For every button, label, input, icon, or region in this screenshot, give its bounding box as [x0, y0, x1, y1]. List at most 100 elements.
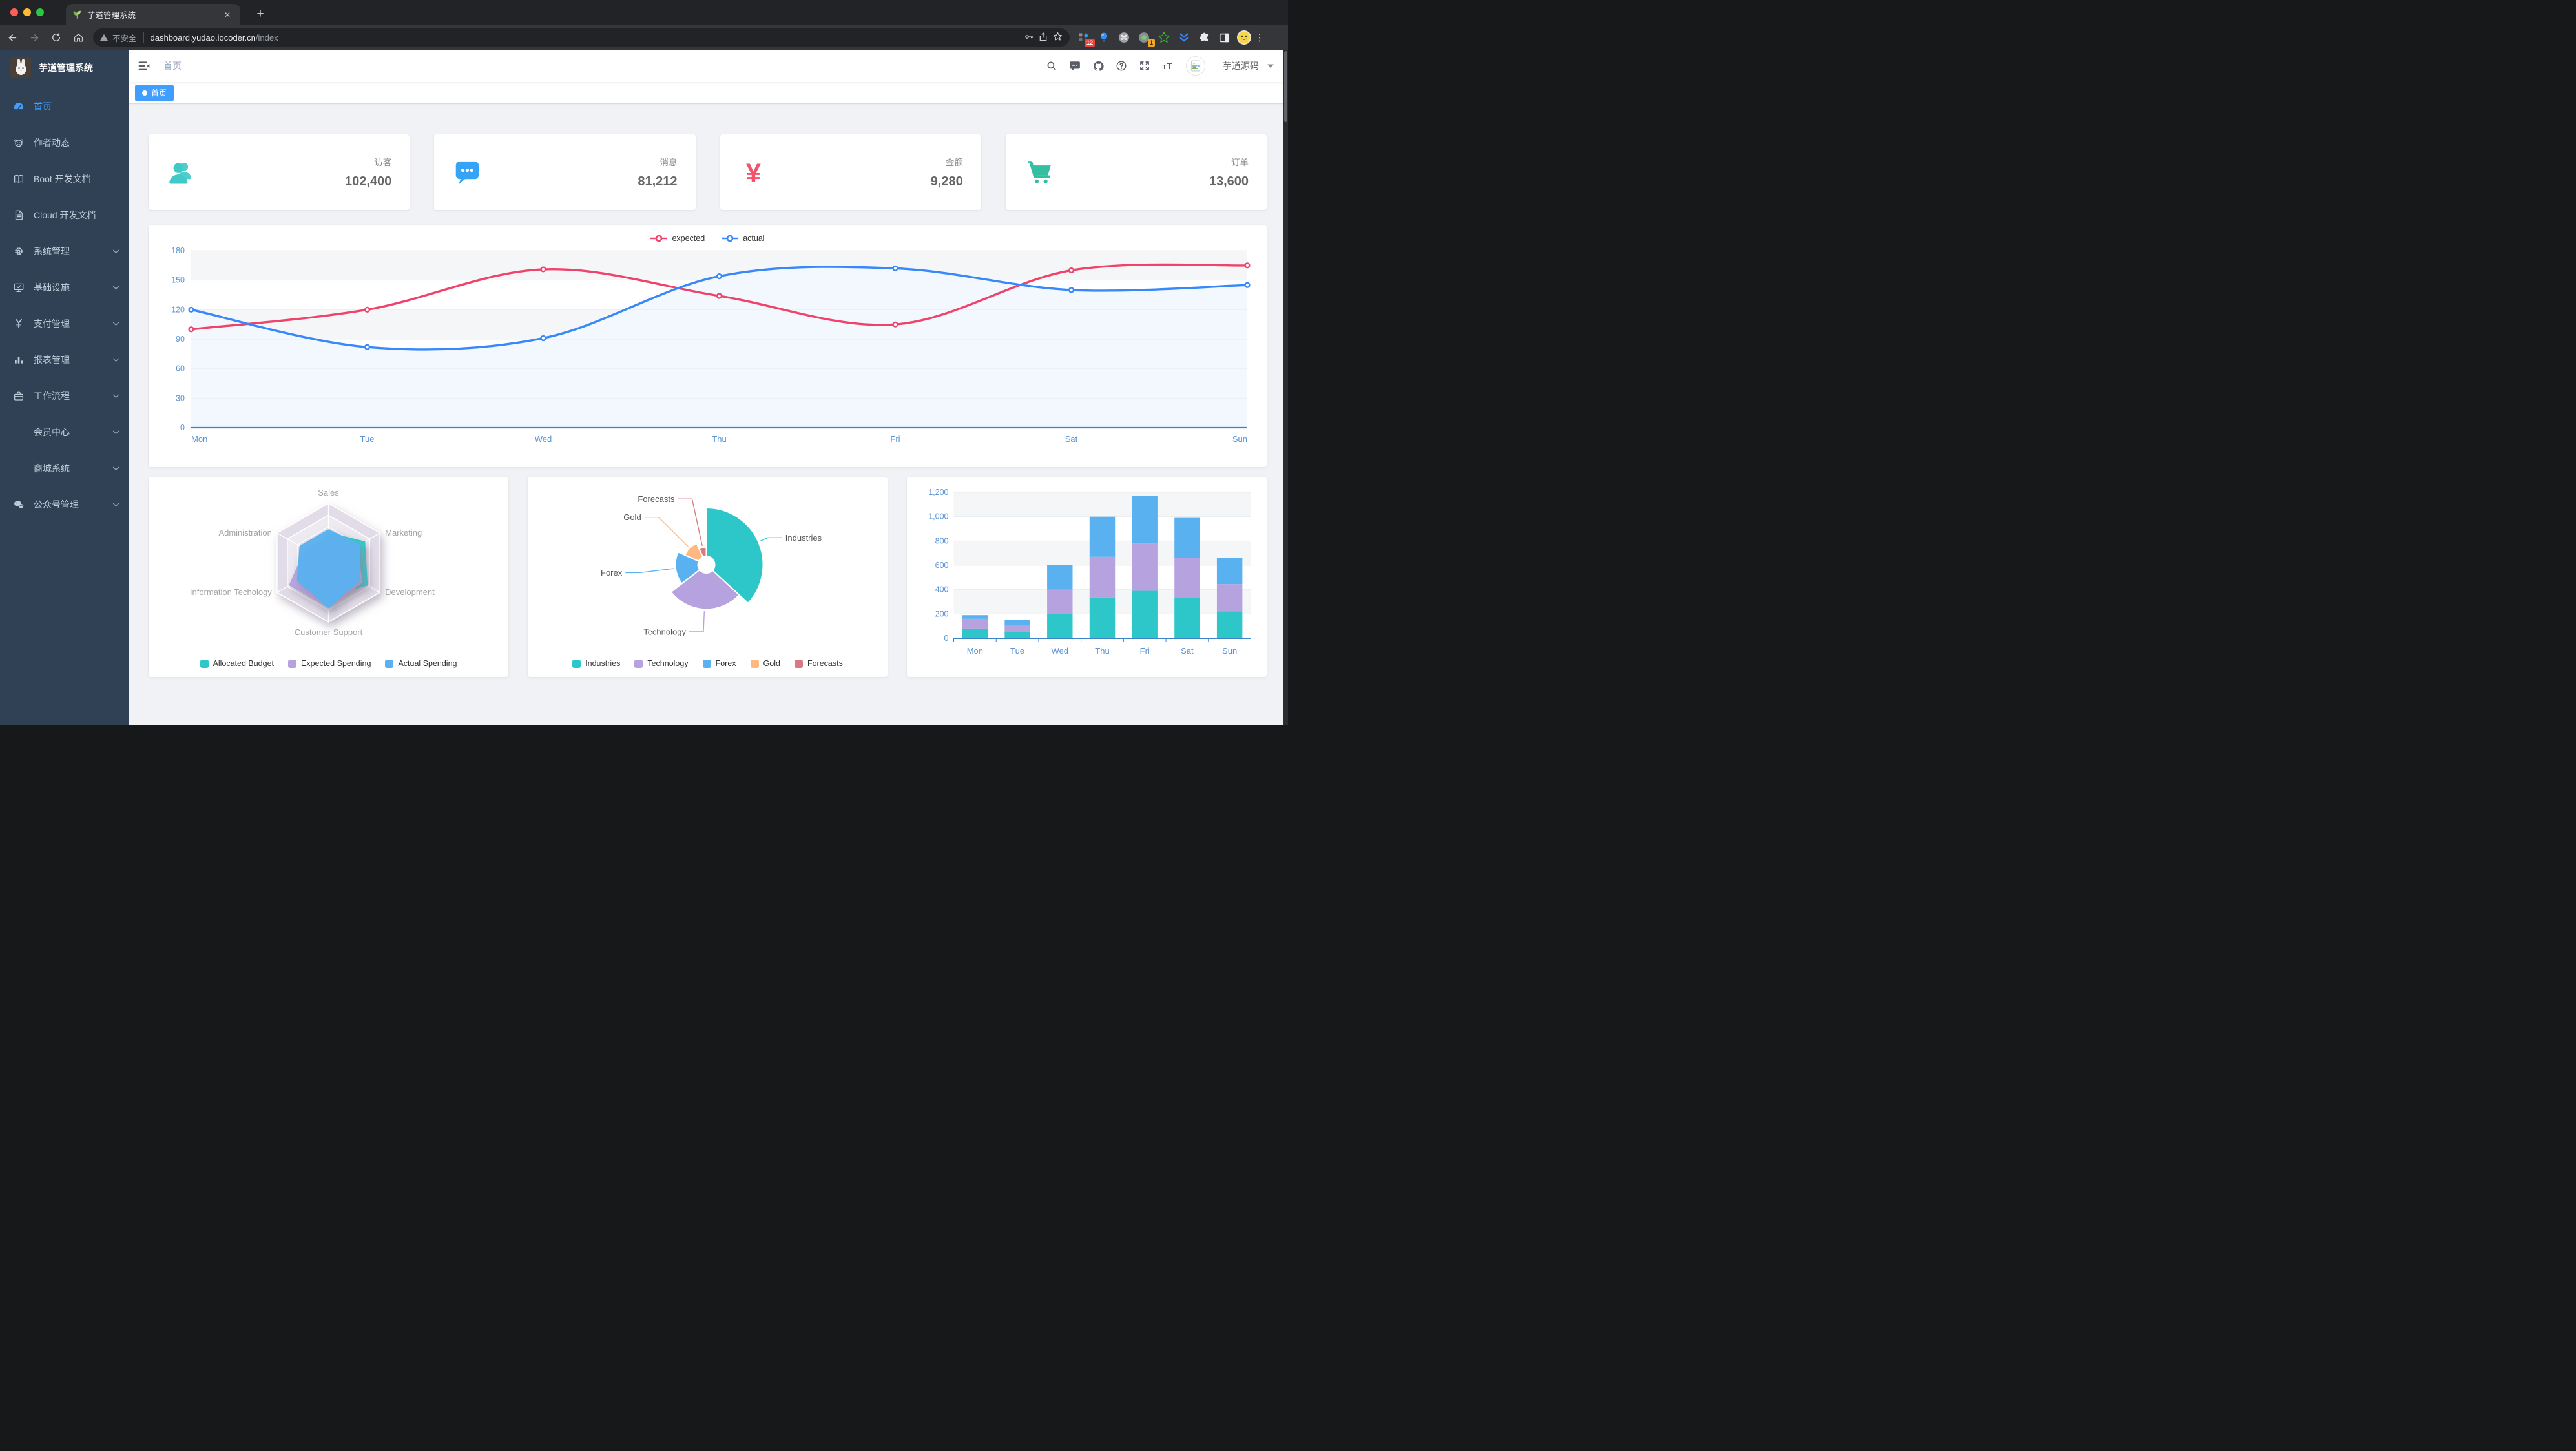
sidebar-item-mall[interactable]: 商城系统 — [0, 450, 129, 486]
fullscreen-icon[interactable] — [1136, 57, 1154, 75]
extension-balloon-icon[interactable] — [1096, 30, 1112, 45]
page-scrollbar[interactable] — [1283, 50, 1288, 725]
extension-recorder-icon[interactable]: 1 — [1136, 30, 1155, 47]
legend-item-Actual Spending[interactable]: Actual Spending — [385, 659, 457, 668]
reload-icon[interactable] — [47, 28, 66, 47]
tab-close-icon[interactable]: ✕ — [223, 10, 231, 19]
extension-command-icon[interactable]: ⌘ — [1116, 30, 1132, 45]
username[interactable]: 芋道源码 — [1216, 59, 1259, 73]
sidebar-item-report[interactable]: 报表管理 — [0, 342, 129, 378]
svg-text:Sun: Sun — [1232, 434, 1247, 444]
security-label: 不安全 — [112, 34, 137, 43]
svg-text:0: 0 — [944, 634, 949, 643]
tag-首页[interactable]: 首页 — [135, 84, 174, 101]
web-page: 芋道管理系统 首页 作者动态 Boot 开发文档 Cloud 开发文档 系统管理 基础设施… — [0, 50, 1288, 725]
gear-icon — [13, 245, 25, 257]
sidebar-item-pay[interactable]: 支付管理 — [0, 306, 129, 342]
password-key-icon[interactable] — [1024, 32, 1034, 44]
close-window-button[interactable] — [10, 8, 18, 16]
search-icon[interactable] — [1043, 57, 1061, 75]
bar-segment — [1089, 516, 1116, 557]
scrollbar-thumb[interactable] — [1284, 51, 1287, 122]
legend-item-Industries[interactable]: Industries — [572, 659, 620, 668]
svg-text:200: 200 — [935, 609, 949, 618]
bar-segment — [962, 618, 988, 629]
legend-item-Technology[interactable]: Technology — [634, 659, 689, 668]
stat-card-订单[interactable]: 订单 13,600 — [1005, 134, 1267, 210]
legend-label: Forex — [715, 659, 736, 668]
help-icon[interactable] — [1112, 57, 1130, 75]
stat-card-访客[interactable]: 访客 102,400 — [149, 134, 410, 210]
share-icon[interactable] — [1038, 32, 1048, 44]
user-avatar[interactable] — [1186, 56, 1205, 76]
browser-avatar[interactable] — [1236, 30, 1252, 45]
sidebar-item-workflow[interactable]: 工作流程 — [0, 378, 129, 414]
toolbox-icon — [13, 390, 25, 402]
legend-label: Forecasts — [807, 659, 843, 668]
extension-grid-icon[interactable]: 12 — [1076, 30, 1095, 47]
address-bar[interactable]: 不安全 dashboard.yudao.iocoder.cn /index — [93, 28, 1070, 47]
extension-star-icon[interactable] — [1156, 30, 1172, 45]
sidebar-item-author[interactable]: 作者动态 — [0, 125, 129, 161]
svg-text:T: T — [1163, 64, 1167, 71]
extension-chevrons-icon[interactable] — [1176, 30, 1192, 45]
stat-card-消息[interactable]: 消息 81,212 — [434, 134, 696, 210]
stat-card-金额[interactable]: ¥ 金额 9,280 — [720, 134, 981, 210]
chevron-down-icon — [112, 466, 119, 471]
forward-icon[interactable] — [25, 28, 44, 47]
legend-label: actual — [743, 234, 765, 243]
legend-label: Industries — [585, 659, 621, 668]
pie-slice-Industries — [705, 506, 764, 605]
legend-item-expected[interactable]: expected — [650, 234, 705, 243]
svg-text:Sat: Sat — [1181, 646, 1194, 656]
bar-segment — [1089, 556, 1116, 598]
hamburger-icon[interactable] — [129, 59, 160, 72]
sidebar-item-boot-doc[interactable]: Boot 开发文档 — [0, 161, 129, 197]
svg-text:Tue: Tue — [1010, 646, 1024, 656]
message-icon[interactable] — [1066, 57, 1084, 75]
side-panel-icon[interactable] — [1216, 30, 1232, 45]
home-icon[interactable] — [68, 28, 88, 47]
stat-value: 81,212 — [638, 174, 678, 189]
chevron-down-icon — [112, 322, 119, 326]
app-logo[interactable]: 芋道管理系统 — [0, 50, 129, 86]
sidebar-item-home[interactable]: 首页 — [0, 89, 129, 125]
legend-item-Gold[interactable]: Gold — [750, 659, 780, 668]
legend-item-Forex[interactable]: Forex — [702, 659, 736, 668]
sidebar-item-label: 公众号管理 — [34, 499, 79, 510]
documentation-icon — [13, 209, 25, 221]
legend-item-Forecasts[interactable]: Forecasts — [794, 659, 843, 668]
peoples-icon — [13, 137, 25, 149]
legend-swatch — [572, 659, 581, 668]
bar-segment — [1216, 558, 1243, 585]
legend-item-actual[interactable]: actual — [722, 234, 765, 243]
svg-text:Marketing: Marketing — [385, 528, 422, 538]
browser-menu-icon[interactable]: ⋮ — [1254, 32, 1265, 43]
bookmark-star-icon[interactable] — [1052, 31, 1063, 44]
tag-label: 首页 — [151, 89, 167, 98]
browser-tab[interactable]: 芋道管理系统 ✕ — [66, 4, 240, 25]
security-warning-icon[interactable]: 不安全 — [99, 32, 137, 44]
stat-value: 102,400 — [344, 174, 392, 189]
maximize-window-button[interactable] — [36, 8, 44, 16]
back-icon[interactable] — [3, 28, 22, 47]
sidebar-item-system[interactable]: 系统管理 — [0, 233, 129, 269]
extensions-puzzle-icon[interactable] — [1196, 30, 1212, 45]
sidebar-item-infra[interactable]: 基础设施 — [0, 269, 129, 306]
minimize-window-button[interactable] — [23, 8, 31, 16]
sidebar-item-member[interactable]: 会员中心 — [0, 414, 129, 450]
bar-segment — [1132, 590, 1158, 638]
legend-item-Allocated Budget[interactable]: Allocated Budget — [200, 659, 274, 668]
sidebar-item-label: 支付管理 — [34, 318, 70, 329]
extension-badge-orange: 1 — [1147, 39, 1155, 47]
caret-down-icon[interactable] — [1267, 63, 1274, 68]
sidebar-item-mp[interactable]: 公众号管理 — [0, 486, 129, 523]
new-tab-button[interactable]: + — [256, 7, 264, 21]
sidebar-item-label: Boot 开发文档 — [34, 174, 91, 184]
legend-item-Expected Spending[interactable]: Expected Spending — [288, 659, 371, 668]
sidebar-item-cloud-doc[interactable]: Cloud 开发文档 — [0, 197, 129, 233]
svg-text:0: 0 — [180, 423, 185, 432]
github-icon[interactable] — [1089, 57, 1107, 75]
